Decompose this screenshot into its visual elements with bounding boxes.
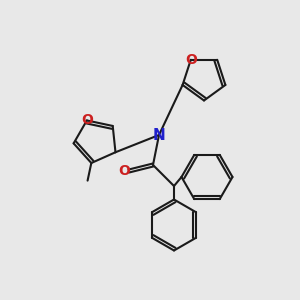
Text: O: O bbox=[185, 53, 197, 67]
Text: O: O bbox=[118, 164, 130, 178]
Text: O: O bbox=[81, 113, 93, 128]
Text: N: N bbox=[153, 128, 165, 142]
